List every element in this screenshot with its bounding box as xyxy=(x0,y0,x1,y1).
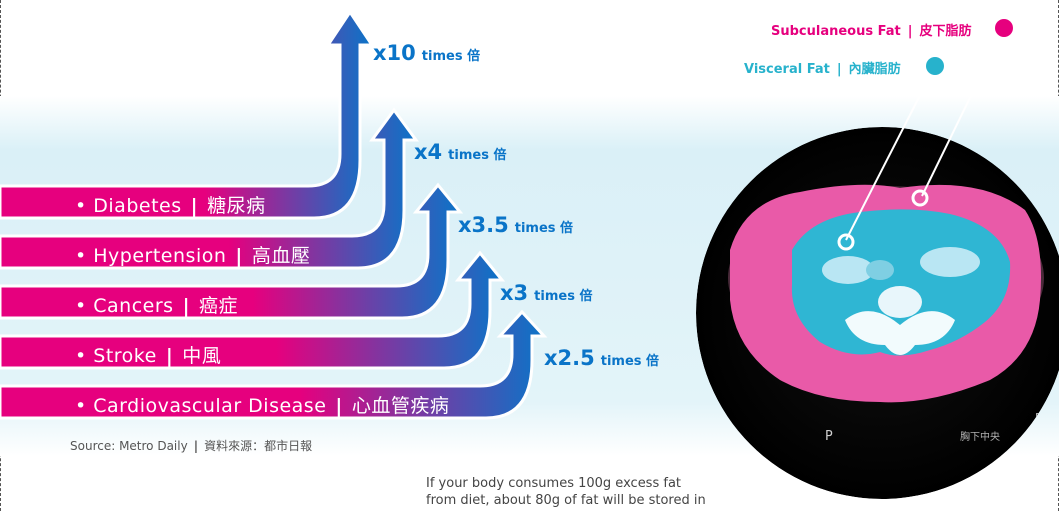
scan-label-tag: 胸下中央 xyxy=(960,430,1000,443)
multiplier-hypertension: x4 times 倍 xyxy=(414,140,507,164)
disease-label-diabetes: • Diabetes | 糖尿病 xyxy=(75,195,266,217)
bar-arrow-hypertension xyxy=(0,107,419,270)
legend-subcutaneous-label: Subculaneous Fat | 皮下脂肪 xyxy=(771,24,972,39)
legend-visceral-label: Visceral Fat | 內臟脂肪 xyxy=(744,62,901,77)
legend-subcutaneous-marker xyxy=(911,19,1013,207)
ct-scan-image: P 胸下中央 FOR xyxy=(696,127,1059,499)
body-note: If your body consumes 100g excess fat fr… xyxy=(426,475,726,509)
bar-arrow-cancers xyxy=(0,182,464,320)
disease-label-cardiovascular: • Cardiovascular Disease | 心血管疾病 xyxy=(75,395,450,417)
multiplier-diabetes: x10 times 倍 xyxy=(373,41,481,65)
multiplier-cardiovascular: x2.5 times 倍 xyxy=(544,346,660,370)
bar-arrow-stroke xyxy=(0,250,506,370)
source-credit: Source: Metro Daily | 資料來源：都市日報 xyxy=(70,439,313,453)
bar-arrow-diabetes xyxy=(0,9,375,220)
note-line: If your body consumes 100g excess fat xyxy=(426,476,682,491)
disease-label-hypertension: • Hypertension | 高血壓 xyxy=(75,245,311,267)
disease-label-stroke: • Stroke | 中風 xyxy=(75,345,222,367)
bar-arrow-cardiovascular xyxy=(0,309,548,420)
legend-visceral-marker xyxy=(837,57,944,251)
note-line: from diet, about 80g of fat will be stor… xyxy=(426,493,706,508)
disease-label-cancers: • Cancers | 癌症 xyxy=(75,295,239,317)
multiplier-stroke: x3 times 倍 xyxy=(500,281,593,305)
multiplier-cancers: x3.5 times 倍 xyxy=(458,213,574,237)
scan-label-p: P xyxy=(825,429,833,444)
